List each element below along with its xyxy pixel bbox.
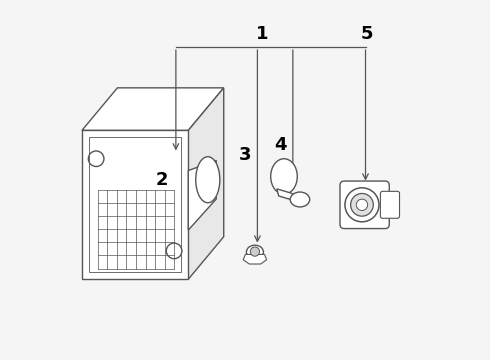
FancyBboxPatch shape xyxy=(340,181,389,229)
Ellipse shape xyxy=(270,159,297,194)
Text: 4: 4 xyxy=(274,136,287,154)
Ellipse shape xyxy=(246,245,264,259)
Ellipse shape xyxy=(290,192,310,207)
Polygon shape xyxy=(188,88,224,279)
Polygon shape xyxy=(82,88,224,130)
Ellipse shape xyxy=(196,157,220,203)
Circle shape xyxy=(351,193,373,216)
Text: 2: 2 xyxy=(155,171,168,189)
Text: 1: 1 xyxy=(256,25,268,43)
Text: 3: 3 xyxy=(239,146,251,164)
Polygon shape xyxy=(277,189,296,200)
FancyBboxPatch shape xyxy=(380,192,399,218)
Polygon shape xyxy=(243,255,267,264)
Text: 5: 5 xyxy=(361,25,373,43)
Polygon shape xyxy=(188,160,216,230)
Circle shape xyxy=(250,247,260,256)
Circle shape xyxy=(356,199,368,211)
Polygon shape xyxy=(82,130,188,279)
